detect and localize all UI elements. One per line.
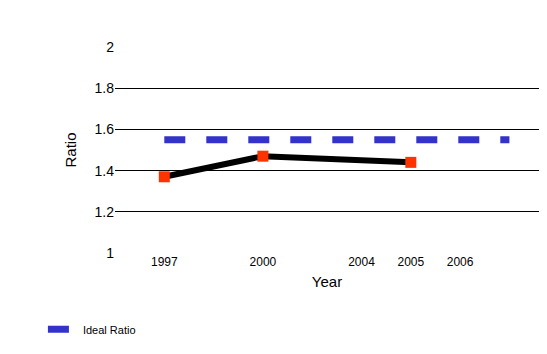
svg-text:Ideal Ratio: Ideal Ratio <box>83 324 136 336</box>
svg-text:2004: 2004 <box>348 255 375 269</box>
svg-text:1.8: 1.8 <box>95 80 115 96</box>
svg-text:2006: 2006 <box>447 255 474 269</box>
svg-text:1.6: 1.6 <box>95 121 115 137</box>
svg-text:2: 2 <box>106 39 114 55</box>
svg-text:Ratio: Ratio <box>62 132 79 167</box>
svg-text:2000: 2000 <box>250 255 277 269</box>
svg-text:1: 1 <box>106 245 114 261</box>
svg-text:1.2: 1.2 <box>95 204 115 220</box>
svg-text:1.4: 1.4 <box>95 163 115 179</box>
svg-text:Year: Year <box>312 273 342 290</box>
svg-text:1997: 1997 <box>151 255 178 269</box>
svg-text:2005: 2005 <box>397 255 424 269</box>
